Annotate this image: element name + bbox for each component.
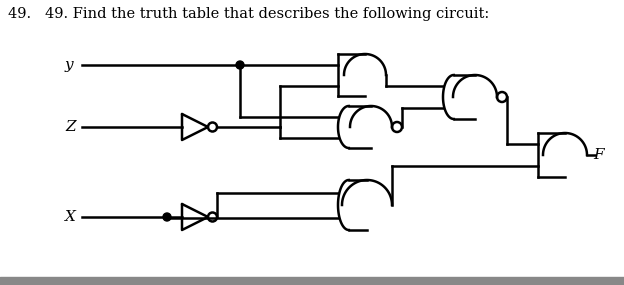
Text: 49.   49. Find the truth table that describes the following circuit:: 49. 49. Find the truth table that descri…: [8, 7, 489, 21]
Circle shape: [163, 213, 171, 221]
Text: Z: Z: [65, 120, 76, 134]
Circle shape: [236, 61, 244, 69]
Circle shape: [208, 213, 217, 221]
Text: X: X: [65, 210, 76, 224]
Circle shape: [208, 123, 217, 131]
Text: F: F: [593, 148, 603, 162]
Text: y: y: [65, 58, 74, 72]
Circle shape: [497, 92, 507, 102]
Circle shape: [392, 122, 402, 132]
